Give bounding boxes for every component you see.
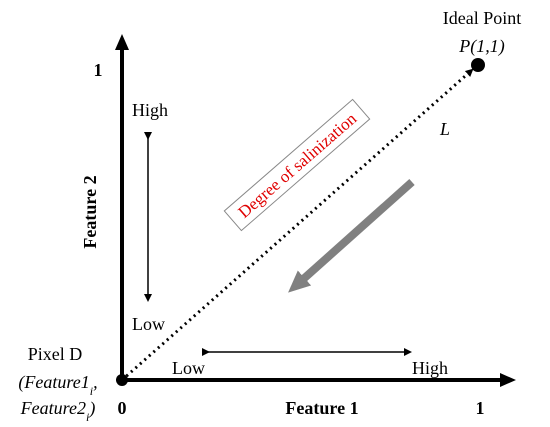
subscript: i [90,384,93,398]
pixel-coord1: (Feature1i, [18,372,97,398]
x-label: Feature 1 [285,398,358,418]
coord: (Feature1 [18,372,89,393]
origin: 0 [118,398,127,418]
subscript: i [86,410,89,424]
y-label: Feature 2 [80,175,100,248]
ideal-label: Ideal Point [443,8,522,28]
annotation-box: Degree of salinization [223,98,371,232]
line-label: L [439,119,450,139]
x-low: Low [172,358,205,378]
coord: Feature2 [20,398,86,418]
x-max: 1 [476,398,485,418]
pixel-coord2: Feature2i) [20,398,96,424]
direction-arrow [288,179,415,293]
pixel-point [116,374,128,386]
annotation: Degree of salinization [234,109,360,222]
dotted-line [121,68,474,382]
ideal-coords: P(1,1) [458,36,504,57]
annotation-frame [223,98,371,232]
x-high: High [412,358,448,378]
y-high: High [132,100,168,120]
separator: , [93,372,98,392]
ideal-point [471,58,485,72]
bracket: ) [88,398,95,419]
y-max: 1 [94,60,103,80]
y-low: Low [132,314,165,334]
pixel-label: Pixel D [28,344,83,364]
